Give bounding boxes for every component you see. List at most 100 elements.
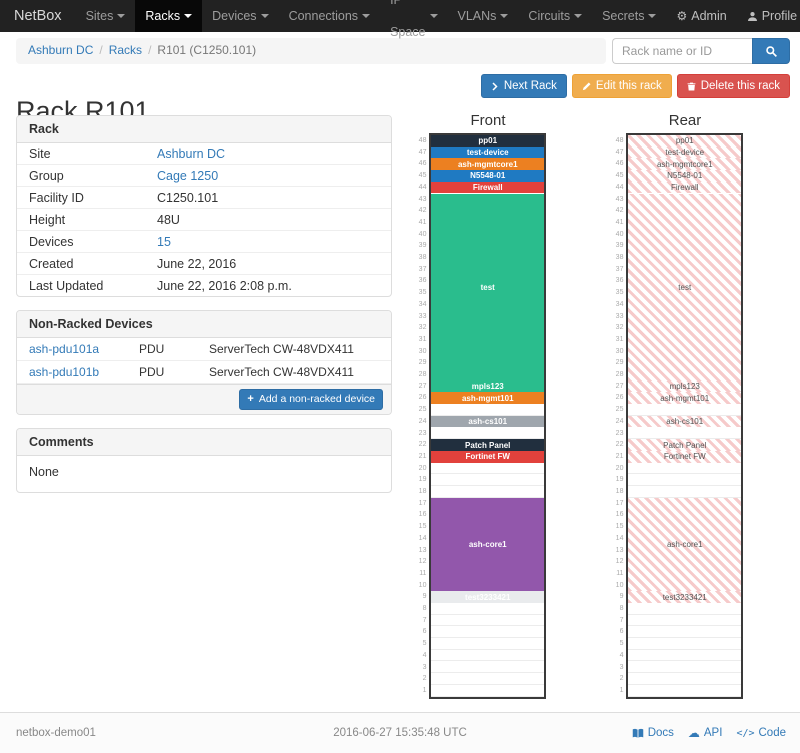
attr-value-link[interactable]: 15 (157, 234, 171, 249)
rack-unit-slot[interactable] (628, 638, 741, 650)
rack-unit-slot[interactable] (628, 662, 741, 674)
search-icon (765, 45, 778, 58)
rack-device-fortinet-fw-front[interactable]: Fortinet FW (431, 450, 544, 463)
rack-unit-slot[interactable] (628, 404, 741, 416)
rack-unit-slot[interactable] (431, 662, 544, 674)
chevron-down-icon (184, 14, 193, 18)
unit-number: 48 (615, 137, 624, 144)
unit-number: 44 (418, 183, 427, 191)
rack-device-ash-cs101-rear[interactable]: ash-cs101 (628, 415, 741, 428)
unit-number: 8 (422, 605, 427, 612)
breadcrumb-site-link[interactable]: Ashburn DC (28, 43, 94, 57)
delete-rack-button[interactable]: Delete this rack (676, 74, 790, 99)
attr-value[interactable]: Cage 1250 (145, 165, 391, 186)
nav-item-racks[interactable]: Racks (135, 0, 203, 32)
rack-device-test3233421-front[interactable]: test3233421 (431, 591, 544, 603)
rack-unit-slot[interactable] (628, 486, 741, 498)
rack-unit-slot[interactable] (628, 428, 741, 440)
nav-item-vlans[interactable]: VLANs (448, 0, 519, 32)
nav-item-circuits[interactable]: Circuits (518, 0, 592, 32)
rack-unit-slot[interactable] (628, 474, 741, 486)
rack-unit-slot[interactable] (431, 638, 544, 650)
rack-device-pp01-rear[interactable]: pp01 (628, 135, 741, 147)
attr-value-link[interactable]: Ashburn DC (157, 146, 226, 161)
rack-unit-slot[interactable] (431, 650, 544, 662)
unit-number: 34 (418, 300, 427, 308)
search-button[interactable] (752, 38, 790, 64)
unit-number: 40 (418, 230, 427, 238)
add-non-racked-device-button[interactable]: + Add a non-racked device (239, 389, 383, 411)
rack-device-test-device-rear[interactable]: test-device (628, 146, 741, 159)
rack-unit-slot[interactable] (431, 603, 544, 615)
nav-item-sites[interactable]: Sites (76, 0, 136, 32)
nav-item-devices[interactable]: Devices (202, 0, 278, 32)
rack-unit-slot[interactable] (431, 474, 544, 486)
rack-unit-slot[interactable] (431, 463, 544, 475)
rack-unit-slot[interactable] (628, 673, 741, 685)
rack-device-mpls123-front[interactable]: mpls123 (431, 380, 544, 393)
nav-item-connections[interactable]: Connections (279, 0, 381, 32)
rack-device-ash-mgmt101-front[interactable]: ash-mgmt101 (431, 392, 544, 405)
api-link[interactable]: ☁ API (688, 727, 723, 739)
rack-unit-slot[interactable] (431, 626, 544, 639)
code-link[interactable]: </> Code (736, 727, 786, 739)
rack-device-ash-cs101-front[interactable]: ash-cs101 (431, 415, 544, 428)
rack-device-patch-panel-front[interactable]: Patch Panel (431, 439, 544, 451)
rack-unit-slot[interactable] (628, 615, 741, 627)
rack-unit-slot[interactable] (628, 685, 741, 697)
unit-number: 42 (615, 207, 624, 215)
unit-number: 13 (418, 546, 427, 554)
rack-unit-slot[interactable] (431, 404, 544, 416)
unit-number: 11 (616, 569, 624, 577)
unit-number: 16 (418, 511, 427, 519)
nav-item-ip-space[interactable]: IP Space (380, 0, 447, 39)
rack-device-firewall-rear[interactable]: Firewall (628, 181, 741, 194)
nav-item-secrets[interactable]: Secrets (592, 0, 666, 32)
unit-number: 9 (619, 593, 624, 601)
rack-unit-slot[interactable] (628, 626, 741, 639)
next-rack-button[interactable]: Next Rack (480, 74, 567, 99)
rack-unit-slot[interactable] (431, 673, 544, 685)
rack-unit-slot[interactable] (628, 603, 741, 615)
attr-value[interactable]: Ashburn DC (145, 143, 391, 164)
rack-device-ash-mgmtcore1-front[interactable]: ash-mgmtcore1 (431, 158, 544, 171)
rack-device-ash-mgmt101-rear[interactable]: ash-mgmt101 (628, 392, 741, 405)
rack-device-test-front[interactable]: test (431, 193, 544, 381)
search-input[interactable] (612, 38, 752, 64)
chevron-down-icon (362, 14, 371, 18)
rack-device-test-device-front[interactable]: test-device (431, 146, 544, 159)
unit-number: 29 (418, 359, 427, 367)
rack-device-ash-core1-rear[interactable]: ash-core1 (628, 497, 741, 592)
rack-device-test3233421-rear[interactable]: test3233421 (628, 591, 741, 603)
rack-unit-slot[interactable] (628, 463, 741, 475)
device-link-ash-pdu101b[interactable]: ash-pdu101b (29, 365, 100, 379)
code-label: Code (758, 727, 787, 739)
non-racked-heading: Non-Racked Devices (17, 311, 391, 338)
rack-device-pp01-front[interactable]: pp01 (431, 135, 544, 147)
unit-number: 21 (418, 452, 427, 460)
profile-link[interactable]: Profile (737, 0, 800, 32)
rack-device-test-rear[interactable]: test (628, 193, 741, 381)
breadcrumb-racks-link[interactable]: Racks (108, 43, 143, 57)
edit-rack-button[interactable]: Edit this rack (571, 74, 672, 99)
rack-device-fortinet-fw-rear[interactable]: Fortinet FW (628, 450, 741, 463)
rack-device-ash-core1-front[interactable]: ash-core1 (431, 497, 544, 592)
rack-unit-slot[interactable] (431, 486, 544, 498)
non-racked-footer: + Add a non-racked device (17, 384, 391, 415)
rack-unit-slot[interactable] (431, 428, 544, 440)
rack-device-n5548-01-front[interactable]: N5548-01 (431, 170, 544, 182)
admin-link[interactable]: ⚙ Admin (666, 0, 736, 32)
rack-device-n5548-01-rear[interactable]: N5548-01 (628, 170, 741, 182)
rack-unit-slot[interactable] (431, 685, 544, 697)
rack-device-mpls123-rear[interactable]: mpls123 (628, 380, 741, 393)
docs-link[interactable]: Docs (632, 727, 674, 739)
rack-device-ash-mgmtcore1-rear[interactable]: ash-mgmtcore1 (628, 158, 741, 171)
rack-unit-slot[interactable] (431, 615, 544, 627)
attr-value-link[interactable]: Cage 1250 (157, 168, 219, 183)
attr-value[interactable]: 15 (145, 231, 391, 252)
rack-unit-slot[interactable] (628, 650, 741, 662)
rack-device-patch-panel-rear[interactable]: Patch Panel (628, 439, 741, 451)
brand-link[interactable]: NetBox (14, 8, 62, 24)
device-link-ash-pdu101a[interactable]: ash-pdu101a (29, 342, 100, 356)
rack-device-firewall-front[interactable]: Firewall (431, 181, 544, 194)
